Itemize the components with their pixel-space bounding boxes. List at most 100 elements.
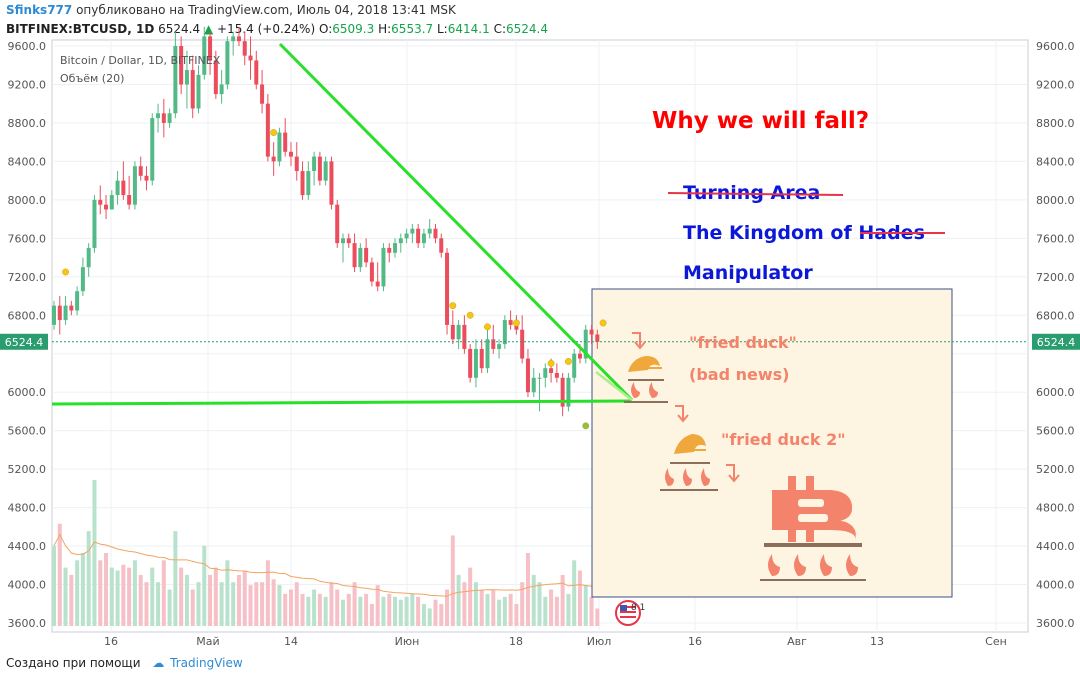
tradingview-link[interactable]: TradingView xyxy=(170,656,243,670)
volume-bar xyxy=(144,582,149,626)
candle-body xyxy=(213,60,218,95)
time-tick: 16 xyxy=(104,635,118,648)
candle-body xyxy=(300,171,305,196)
price-tick-left: 8000.0 xyxy=(8,194,47,207)
us-flag-icon[interactable] xyxy=(615,600,641,626)
volume-bar xyxy=(52,545,56,626)
candle-body xyxy=(69,305,74,311)
current-price-tag-left xyxy=(0,333,48,350)
current-price-tag-right xyxy=(1032,333,1080,350)
price-tick-left: 7200.0 xyxy=(8,271,47,284)
volume-bar xyxy=(450,535,455,626)
time-axis[interactable]: 16 Май 14 Июн 18 Июл 16 Авг 13 Сен xyxy=(104,635,1007,648)
price-tick-left: 4000.0 xyxy=(8,579,47,592)
volume-bar xyxy=(595,608,600,626)
arrow-icon-3 xyxy=(726,464,740,483)
candle-body xyxy=(109,195,114,210)
candle-body xyxy=(543,368,548,378)
candle-body xyxy=(317,156,322,181)
event-marker xyxy=(547,359,555,367)
low-label: L: xyxy=(437,22,448,36)
time-tick: Авг xyxy=(787,635,807,648)
manipulator-text: Manipulator xyxy=(683,262,813,284)
candle-body xyxy=(202,36,207,75)
candle-body xyxy=(375,281,380,287)
volume-bar xyxy=(271,579,276,626)
volume-bar xyxy=(213,567,218,626)
candle-body xyxy=(595,334,600,342)
tradingview-logo-icon[interactable]: ☁ xyxy=(152,656,165,670)
volume-bar xyxy=(283,593,288,626)
projection-line[interactable] xyxy=(595,371,633,401)
volume-bar xyxy=(190,589,195,626)
price-tick-right: 8800.0 xyxy=(1036,117,1075,130)
volume-bar xyxy=(549,589,554,626)
event-marker xyxy=(449,302,457,310)
candle-body xyxy=(179,46,184,85)
volume-bar xyxy=(202,545,207,626)
volume-bar xyxy=(421,604,426,626)
volume-bar xyxy=(294,582,299,626)
candle-body xyxy=(514,324,519,330)
candle-body xyxy=(577,353,582,359)
grill-icon-3 xyxy=(760,543,866,581)
price-tick-right: 7200.0 xyxy=(1036,271,1075,284)
trend-line-down[interactable] xyxy=(278,42,634,402)
candle-body xyxy=(150,118,155,181)
candle-body xyxy=(161,113,166,123)
price-axis-right[interactable]: 9600.0 9200.0 8800.0 8400.0 8000.0 7600.0 7200… xyxy=(1036,40,1075,630)
price-tick-right: 8400.0 xyxy=(1036,155,1075,168)
price-tick-right: 4400.0 xyxy=(1036,540,1075,553)
candle-body xyxy=(583,329,588,359)
time-tick: 14 xyxy=(284,635,298,648)
volume-bar xyxy=(358,596,363,626)
volume-bar xyxy=(404,596,409,626)
candle-body xyxy=(473,348,478,378)
candle-body xyxy=(265,103,270,157)
candle-body xyxy=(196,74,201,109)
event-marker xyxy=(62,268,70,276)
current-price-tags: 6524.4 6524.4 xyxy=(0,333,1080,350)
grill-icon-2 xyxy=(660,462,718,491)
volume-bar xyxy=(138,574,143,626)
candle-body xyxy=(167,113,172,123)
kingdom-prefix: The Kingdom of xyxy=(683,222,858,244)
bad-news-text: (bad news) xyxy=(689,365,789,384)
candle-body xyxy=(104,204,109,210)
volume-bar xyxy=(109,567,114,626)
volume-bar xyxy=(196,582,201,626)
author-name[interactable]: Sfinks777 xyxy=(6,3,73,17)
volume-bar xyxy=(57,523,62,626)
candle-body xyxy=(306,171,311,196)
candle-body xyxy=(335,204,340,244)
duck-icon-1 xyxy=(628,356,662,372)
candle-body xyxy=(156,113,161,119)
created-with-text: Создано при помощи xyxy=(6,656,141,670)
candle-body xyxy=(173,46,178,114)
price-tick-left: 5600.0 xyxy=(8,425,47,438)
candle-body xyxy=(92,199,97,248)
event-marker xyxy=(582,422,590,430)
volume-bar xyxy=(208,574,213,626)
price-change: +15.4 (+0.24%) xyxy=(217,22,316,36)
volume-bar xyxy=(312,589,317,626)
volume-bars xyxy=(52,480,600,626)
event-marker xyxy=(564,357,572,365)
candle-body xyxy=(115,180,120,196)
time-tick: 16 xyxy=(688,635,702,648)
volume-bar xyxy=(265,560,270,626)
support-line[interactable] xyxy=(51,399,633,406)
price-axis-left[interactable]: 9600.0 9200.0 8800.0 8400.0 8000.0 7600.0 7200… xyxy=(8,40,47,630)
price-tick-right: 4000.0 xyxy=(1036,579,1075,592)
candle-body xyxy=(566,377,571,407)
volume-bar xyxy=(491,589,496,626)
volume-bar xyxy=(167,589,172,626)
time-tick: Июн xyxy=(395,635,420,648)
volume-bar xyxy=(225,560,230,626)
volume-bar xyxy=(352,582,357,626)
event-markers xyxy=(62,129,607,430)
event-marker xyxy=(484,323,491,331)
time-tick: Июл xyxy=(587,635,612,648)
volume-bar xyxy=(317,593,322,626)
